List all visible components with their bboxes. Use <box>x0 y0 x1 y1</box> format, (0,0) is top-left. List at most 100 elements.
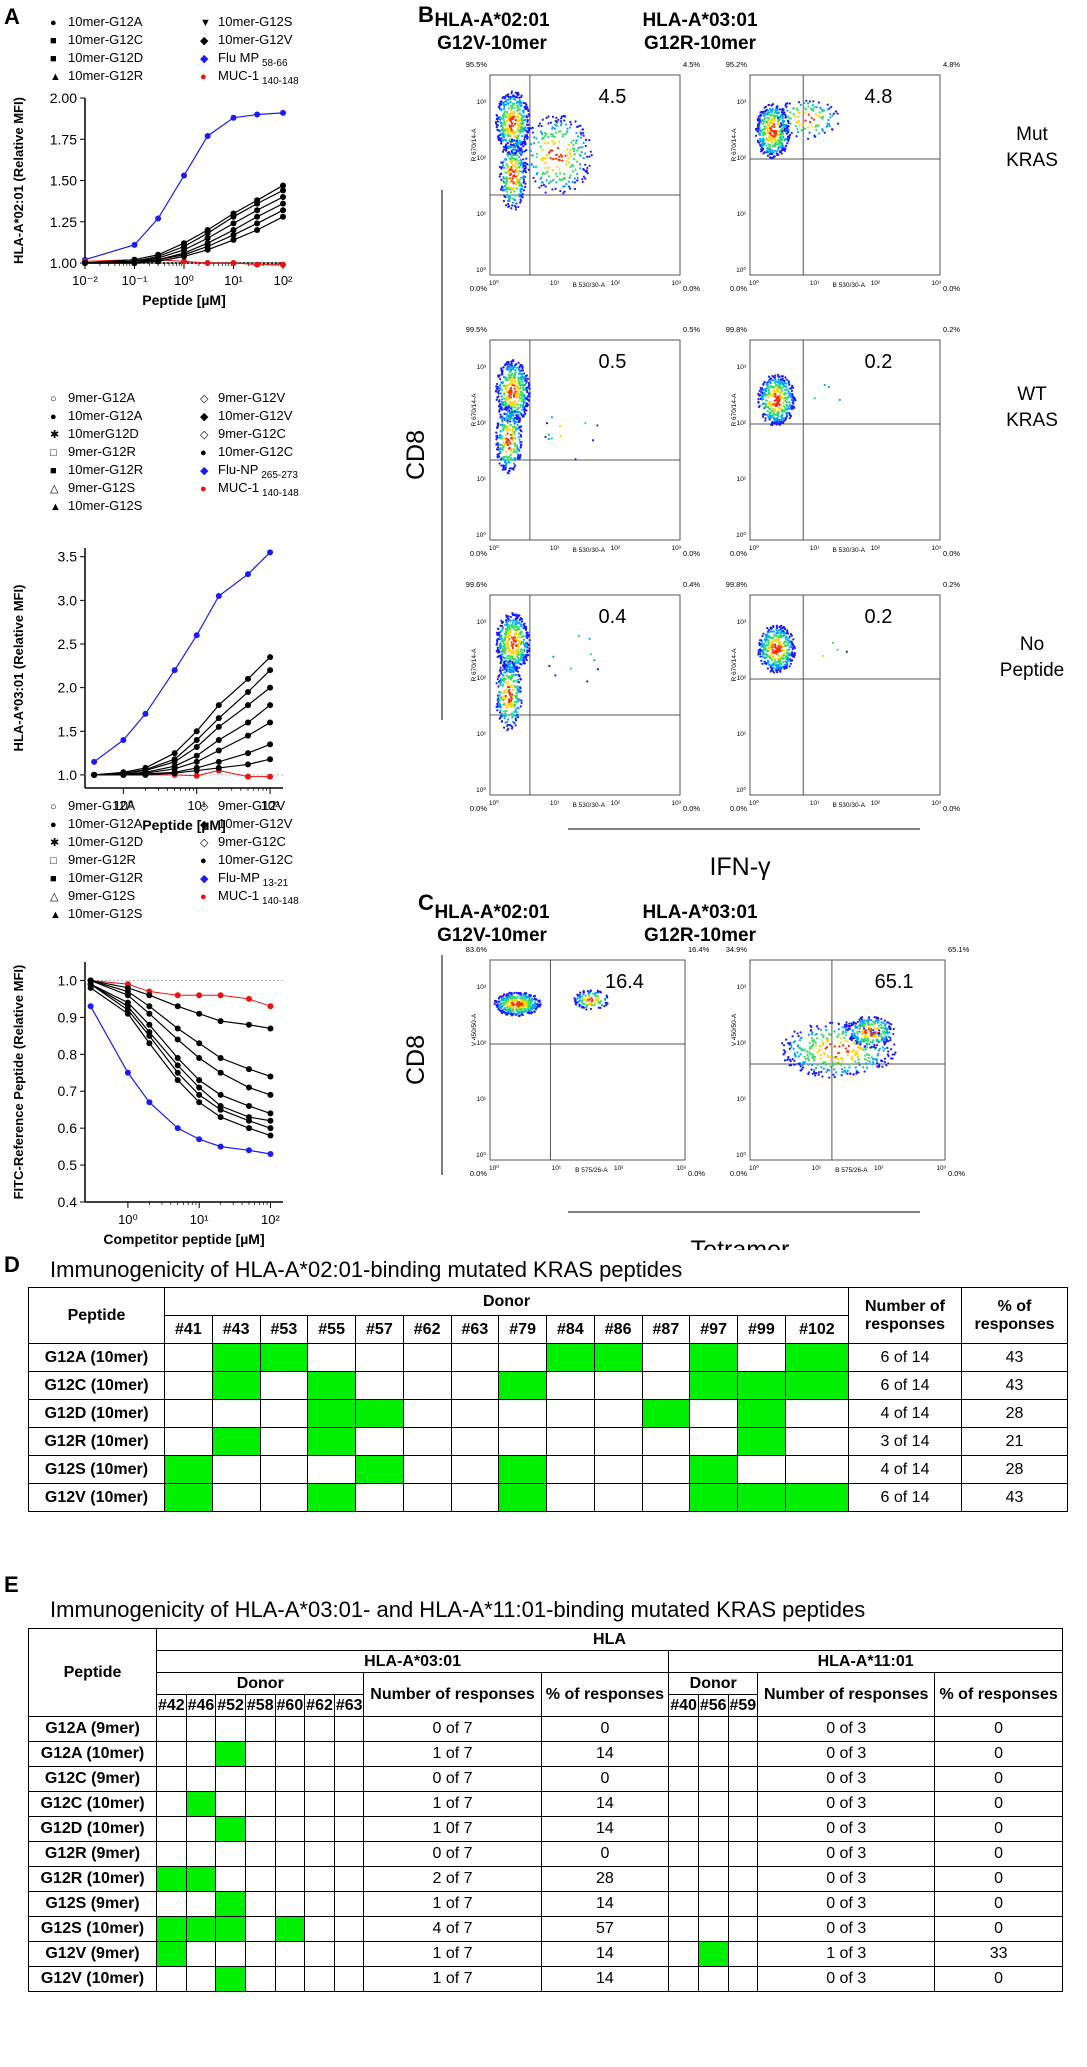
event-dot <box>813 1070 816 1074</box>
event-dot <box>527 109 530 113</box>
event-dot <box>761 640 764 643</box>
event-dot <box>504 387 507 390</box>
legend2-item-symbol: ◆ <box>200 411 209 423</box>
event-dot <box>508 461 511 464</box>
event-dot <box>808 131 811 134</box>
event-dot <box>794 399 797 402</box>
event-dot <box>572 170 575 173</box>
event-dot <box>770 394 773 398</box>
event-dot <box>511 159 514 163</box>
event-dot <box>787 381 790 384</box>
event-dot <box>550 133 553 136</box>
event-dot <box>513 387 516 390</box>
event-dot <box>787 128 790 131</box>
event-dot <box>528 114 531 118</box>
event-dot <box>516 391 519 394</box>
event-dot <box>763 652 767 655</box>
event-dot <box>514 724 517 727</box>
event-dot <box>508 152 511 156</box>
event-dot <box>499 709 502 712</box>
event-dot <box>528 127 531 130</box>
event-dot <box>757 115 760 118</box>
event-dot <box>505 412 509 416</box>
legend2-item-symbol: ◆ <box>200 465 209 477</box>
legend3-item-symbol: □ <box>50 855 57 867</box>
event-dot <box>847 1044 850 1047</box>
event-dot <box>781 381 784 385</box>
y-axis-channel: R 670/14-A <box>731 128 738 162</box>
event-dot <box>506 428 509 431</box>
event-dot <box>496 436 499 439</box>
legend1-item-label: Flu MP 58-66 <box>218 50 288 69</box>
event-dot <box>786 142 789 145</box>
event-dot <box>569 152 572 156</box>
event-dot <box>768 135 771 138</box>
event-dot <box>578 163 582 166</box>
event-dot <box>837 122 840 125</box>
event-dot <box>525 659 528 662</box>
event-dot <box>881 1065 884 1068</box>
event-dot <box>503 393 506 396</box>
event-dot <box>499 413 502 416</box>
event-dot <box>518 438 521 441</box>
data-point <box>193 737 200 743</box>
event-dot <box>505 376 508 380</box>
event-dot <box>555 181 558 184</box>
event-dot <box>815 1072 818 1075</box>
event-dot <box>547 437 550 441</box>
event-dot <box>779 641 782 644</box>
event-dot <box>843 1066 846 1069</box>
event-dot <box>807 1063 810 1066</box>
event-dot <box>514 148 517 151</box>
event-dot <box>839 1063 842 1066</box>
event-dot <box>793 115 796 118</box>
event-dot <box>834 1055 838 1059</box>
event-dot <box>505 619 508 622</box>
series-line <box>90 1006 271 1155</box>
event-dot <box>789 133 792 137</box>
event-dot <box>521 408 524 411</box>
event-dot <box>506 193 509 197</box>
y-tick-label: 1.00 <box>50 255 77 271</box>
event-dot <box>519 1003 522 1006</box>
data-point <box>267 549 274 556</box>
data-point <box>230 236 237 243</box>
event-dot <box>790 1043 793 1047</box>
event-dot <box>514 98 517 101</box>
event-dot <box>499 642 502 645</box>
y-axis-channel: R 670/14-A <box>731 393 738 427</box>
event-dot <box>778 634 781 638</box>
event-dot <box>893 1043 896 1046</box>
event-dot <box>505 615 508 618</box>
event-dot <box>766 627 769 630</box>
event-dot <box>506 643 510 646</box>
x-decade: 10⁰ <box>749 544 759 552</box>
data-point <box>196 1077 203 1084</box>
event-dot <box>516 148 520 151</box>
plot-frame <box>749 959 946 1161</box>
event-dot <box>785 666 788 670</box>
event-dot <box>508 688 511 692</box>
event-dot <box>792 1047 795 1050</box>
data-point <box>196 1040 203 1047</box>
event-dot <box>518 170 521 173</box>
event-dot <box>545 422 549 425</box>
event-dot <box>507 701 510 704</box>
event-dot <box>574 458 577 461</box>
y-decade: 10² <box>477 675 487 682</box>
event-dot <box>788 116 791 119</box>
event-dot <box>513 365 516 369</box>
event-dot <box>519 158 522 161</box>
plot-frame <box>749 594 941 796</box>
event-dot <box>784 116 787 119</box>
event-dot <box>765 113 769 116</box>
event-dot <box>787 407 790 410</box>
event-dot <box>791 386 795 389</box>
event-dot <box>814 125 817 128</box>
event-dot <box>774 404 777 407</box>
event-dot <box>496 677 499 681</box>
series-line <box>94 656 271 776</box>
series-line <box>90 983 271 1122</box>
event-dot <box>803 127 806 130</box>
event-dot <box>819 1054 822 1057</box>
